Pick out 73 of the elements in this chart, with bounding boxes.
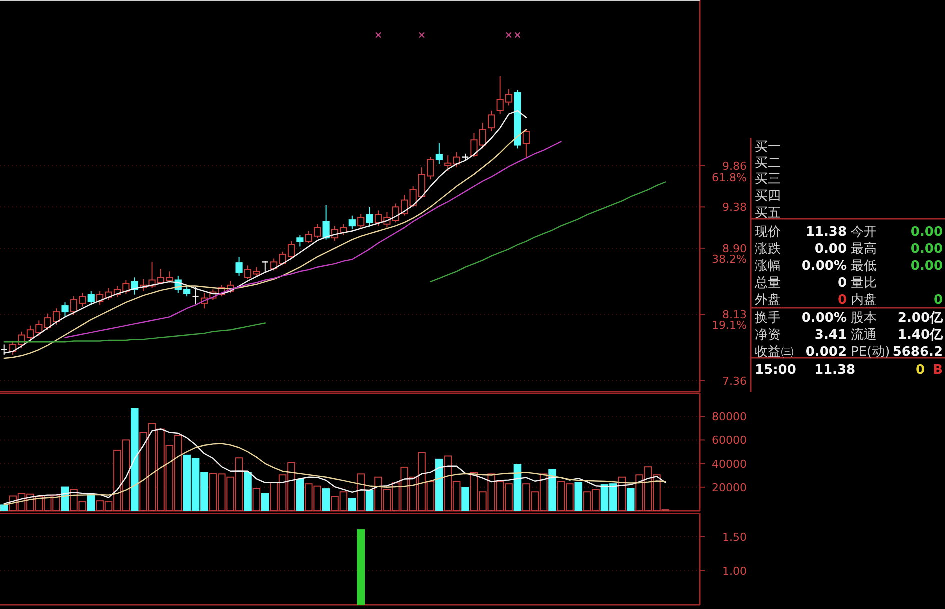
- text: 涨跌: [755, 242, 781, 257]
- bar: [296, 479, 304, 512]
- text: 0.00: [910, 259, 943, 274]
- text: PE(动): [851, 345, 890, 360]
- text: 11.38: [814, 363, 856, 378]
- y2-tick-label: 38.2%: [712, 252, 747, 266]
- y-tick-label: 7.36: [722, 374, 747, 388]
- bar: [436, 458, 444, 512]
- text: 2.00亿: [898, 311, 944, 326]
- y-tick-label: 1.50: [722, 530, 747, 544]
- bar: [618, 476, 626, 512]
- bar: [244, 472, 252, 512]
- text: 买一: [755, 140, 781, 155]
- bar: [514, 464, 522, 512]
- text: 买三: [755, 172, 781, 187]
- text: 0: [934, 293, 943, 308]
- text: 0.00: [910, 225, 943, 240]
- text: 最高: [851, 241, 877, 257]
- text: 换手: [755, 311, 781, 326]
- bar: [87, 494, 96, 512]
- text: 外盘: [755, 293, 781, 308]
- text: 0.002: [806, 345, 847, 360]
- y-tick-label: 60000: [712, 434, 747, 448]
- text: 0.00: [910, 242, 943, 257]
- y2-tick-label: 61.8%: [712, 171, 747, 184]
- text: 0: [916, 363, 925, 378]
- y-tick-label: 40000: [712, 458, 747, 471]
- text: 总量: [754, 276, 781, 291]
- text: 量比: [851, 276, 877, 291]
- text: 内盘: [851, 293, 877, 308]
- bar: [462, 487, 470, 512]
- text: 股本: [851, 311, 877, 326]
- line-series: [4, 428, 666, 505]
- text: 收益㈢: [755, 345, 794, 360]
- bar: [261, 494, 270, 512]
- text: 5686.2: [892, 345, 943, 360]
- bar: [574, 482, 583, 512]
- text: 0.00%: [802, 311, 847, 326]
- bar: [548, 469, 556, 512]
- text: 0.00%: [802, 259, 847, 274]
- bar: [357, 474, 365, 512]
- bar: [322, 488, 330, 512]
- y-tick-label: 1.00: [722, 564, 747, 578]
- text: 3.41: [814, 328, 847, 343]
- bar: [252, 488, 261, 512]
- y-tick-label: 20000: [712, 481, 747, 494]
- y-tick-label: 9.86: [722, 160, 747, 173]
- text: 流通: [851, 327, 877, 343]
- text: 0.00: [814, 242, 847, 257]
- y-tick-label: 8.90: [722, 242, 747, 256]
- bar: [0, 504, 8, 512]
- text: 买二: [755, 156, 781, 171]
- y-tick-label: 80000: [712, 410, 747, 424]
- text: 买四: [755, 189, 781, 204]
- line-series: [64, 141, 562, 338]
- bar: [130, 408, 139, 512]
- text: 11.38: [806, 225, 847, 240]
- y-tick-label: 9.38: [722, 201, 747, 214]
- text: 涨幅: [755, 259, 781, 274]
- bar: [366, 490, 374, 512]
- text: 买五: [755, 206, 781, 221]
- line-series: [4, 443, 666, 506]
- text: 0: [838, 276, 847, 291]
- text: B: [933, 363, 943, 378]
- text: 今开: [851, 225, 877, 240]
- bar: [626, 488, 635, 512]
- text: 0: [838, 293, 847, 308]
- text: 15:00: [755, 363, 796, 378]
- text: 最低: [851, 259, 877, 274]
- text: 现价: [755, 225, 781, 240]
- text: 1.40亿: [898, 328, 944, 343]
- bar: [348, 498, 356, 512]
- text: 净资: [755, 328, 781, 343]
